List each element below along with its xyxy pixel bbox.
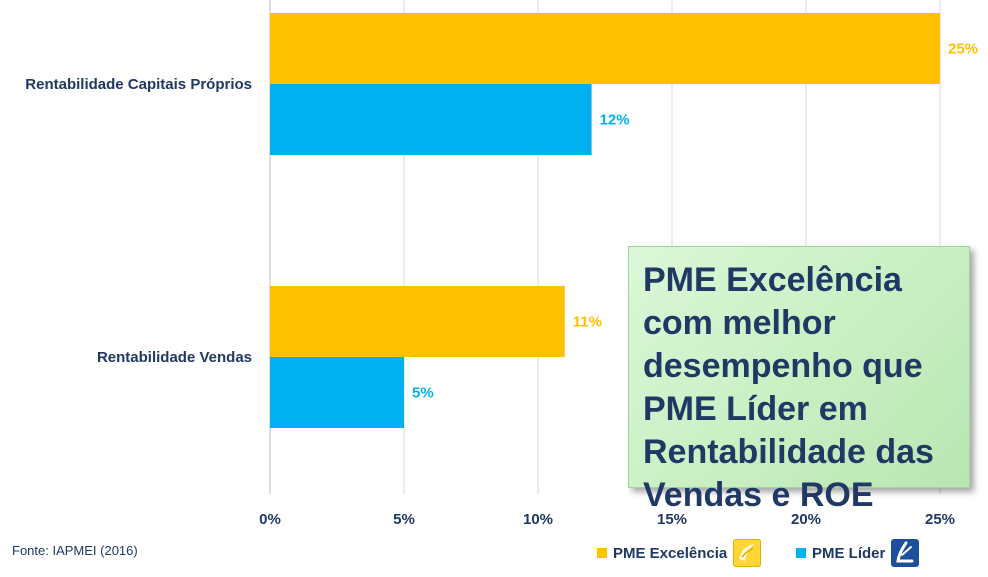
x-tick-label: 0% xyxy=(259,511,281,528)
legend-item-pme-excelencia: PME Excelência xyxy=(597,536,762,570)
legend-swatch-excelencia xyxy=(597,548,607,558)
x-tick-label: 25% xyxy=(925,511,955,528)
bars xyxy=(270,13,940,428)
data-label: 5% xyxy=(412,385,434,402)
category-label: Rentabilidade Capitais Próprios xyxy=(25,76,252,93)
x-tick-label: 20% xyxy=(791,511,821,528)
x-tick-label: 15% xyxy=(657,511,687,528)
category-labels: Rentabilidade Capitais Próprios Rentabili… xyxy=(25,76,252,366)
bar xyxy=(270,286,565,357)
bar xyxy=(270,13,940,84)
data-label: 12% xyxy=(600,112,630,129)
legend-label-excelencia: PME Excelência xyxy=(613,544,728,562)
annotation-callout: PME Excelência com melhor desempenho que… xyxy=(628,246,970,514)
source-note: Fonte: IAPMEI (2016) xyxy=(12,543,138,558)
pme-excelencia-logo-icon xyxy=(733,539,762,567)
x-tick-label: 5% xyxy=(393,511,415,528)
legend-item-pme-lider: PME Líder xyxy=(796,536,920,570)
category-label: Rentabilidade Vendas xyxy=(97,349,252,366)
x-axis-ticks: 0% 5% 10% 15% 20% 25% xyxy=(259,511,955,528)
x-tick-label: 10% xyxy=(523,511,553,528)
bar xyxy=(270,84,592,155)
pme-lider-logo-icon xyxy=(891,539,920,567)
legend-label-lider: PME Líder xyxy=(812,544,886,562)
data-label: 11% xyxy=(573,314,602,331)
data-label: 25% xyxy=(948,41,978,58)
bar xyxy=(270,357,404,428)
data-labels: 25% 12% 11% 5% xyxy=(412,41,978,402)
legend-swatch-lider xyxy=(796,548,806,558)
